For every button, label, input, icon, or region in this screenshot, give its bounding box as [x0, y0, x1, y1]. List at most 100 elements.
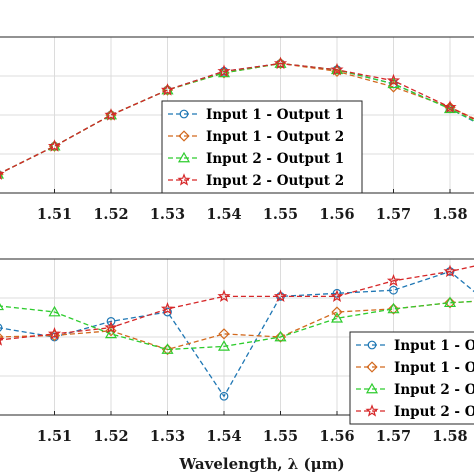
- data-point-star: [273, 56, 288, 70]
- data-point-triangle: [274, 57, 287, 68]
- legend-entry: Input 1 - Output 2: [168, 129, 344, 145]
- legend-marker-circle: [367, 340, 377, 350]
- legend-marker-circle: [179, 109, 189, 119]
- data-point-triangle: [161, 83, 174, 95]
- x-axis-ticks: 1.511.521.531.541.551.561.571.581.5: [37, 189, 468, 223]
- data-point-triangle: [274, 330, 287, 342]
- data-point-triangle: [330, 312, 344, 323]
- x-tick-label: 1.51: [37, 206, 72, 223]
- data-point-triangle: [161, 343, 174, 354]
- data-point-diamond: [387, 303, 400, 315]
- data-point-circle: [332, 288, 342, 298]
- x-axis-title: Wavelength, λ (μm): [178, 455, 344, 473]
- legend-entry: Input 2 - Output 2: [168, 173, 344, 189]
- x-tick-label: 1.58: [432, 428, 467, 445]
- data-point-star: [104, 320, 118, 334]
- legend-box: [161, 100, 363, 194]
- series-line: [0, 62, 474, 175]
- legend-marker-triangle: [365, 382, 379, 394]
- x-tick-label: 1.54: [206, 428, 241, 445]
- data-point-star: [0, 171, 5, 180]
- legend-entry: Input 2 - Output 1: [356, 382, 474, 398]
- data-point-triangle: [48, 305, 61, 317]
- x-tick-label: 1.54: [206, 206, 241, 223]
- legend: Input 1 - Output 1 Input 1 - Output 2 Inpu…: [161, 100, 363, 194]
- legend-label: Input 2 - Output 1: [394, 382, 474, 398]
- series-star: [0, 56, 474, 180]
- x-tick-label: 1.53: [150, 428, 185, 445]
- data-point-diamond: [0, 333, 4, 341]
- data-point-star: [0, 337, 5, 346]
- legend-marker-diamond: [366, 361, 378, 373]
- data-point-diamond: [331, 306, 343, 318]
- legend-entry: Input 2 - Output 1: [168, 151, 344, 167]
- data-point-triangle: [104, 327, 118, 339]
- series-line: [0, 62, 474, 175]
- data-point-circle: [0, 323, 3, 332]
- data-point-triangle: [48, 139, 61, 151]
- legend-entry: Input 2 - Output 2: [356, 404, 474, 420]
- legend-label: Input 1 - Output 1: [206, 107, 344, 123]
- data-point-star: [160, 302, 175, 315]
- data-point-circle: [219, 391, 229, 401]
- data-point-star: [47, 139, 62, 152]
- legend-entry: Input 1 - Output 1: [356, 338, 474, 354]
- x-tick-label: 1.56: [319, 206, 354, 223]
- data-point-star: [104, 108, 118, 121]
- data-point-diamond: [105, 325, 117, 337]
- data-point-star: [443, 100, 457, 113]
- series-line: [0, 265, 474, 341]
- x-tick-label: 1.57: [376, 428, 411, 445]
- upper-panel: 1.511.521.531.541.551.561.571.581.5Input…: [0, 36, 474, 223]
- x-tick-label: 1.52: [93, 428, 128, 445]
- legend-label: Input 1 - Output 2: [206, 129, 344, 145]
- data-point-triangle: [443, 296, 457, 308]
- series-line: [0, 300, 474, 351]
- legend-marker-star: [177, 173, 191, 186]
- legend-label: Input 1 - Output 1: [394, 338, 474, 354]
- data-point-triangle: [0, 303, 5, 311]
- data-point-circle: [163, 307, 172, 317]
- legend-marker-triangle: [177, 151, 191, 163]
- legend-marker-diamond: [178, 130, 190, 142]
- data-point-triangle: [217, 340, 231, 351]
- data-point-star: [330, 62, 344, 76]
- legend-label: Input 2 - Output 2: [394, 404, 474, 420]
- data-point-triangle: [387, 302, 400, 314]
- x-tick-label: 1.57: [376, 206, 411, 223]
- axes-frame: [0, 258, 474, 416]
- data-point-star: [330, 289, 344, 303]
- x-tick-label: 1.52: [93, 206, 128, 223]
- legend-label: Input 1 - Output 2: [394, 360, 474, 376]
- data-point-star: [273, 289, 288, 303]
- series-line: [0, 270, 474, 398]
- legend-marker-star: [365, 404, 379, 417]
- data-point-star: [443, 264, 457, 278]
- data-point-star: [386, 273, 401, 287]
- legend-label: Input 2 - Output 1: [206, 151, 344, 167]
- data-point-diamond: [274, 331, 287, 343]
- data-point-diamond: [161, 343, 174, 356]
- data-point-star: [386, 73, 401, 87]
- legend-label: Input 2 - Output 2: [206, 173, 344, 189]
- data-point-diamond: [444, 297, 456, 309]
- series-triangle: [0, 296, 474, 354]
- x-tick-label: 1.58: [432, 206, 467, 223]
- series-line: [0, 62, 474, 175]
- data-point-diamond: [218, 328, 230, 340]
- x-tick-label: 1.55: [263, 428, 298, 445]
- data-point-star: [217, 64, 231, 77]
- data-point-star: [160, 83, 175, 96]
- x-tick-label: 1.56: [319, 428, 354, 445]
- legend-entry: Input 1 - Output 2: [356, 360, 474, 376]
- lower-panel: 1.511.521.531.541.551.561.571.581.5Input…: [0, 258, 474, 445]
- x-tick-label: 1.53: [150, 206, 185, 223]
- x-tick-label: 1.51: [37, 428, 72, 445]
- legend: Input 1 - Output 1 Input 1 - Output 2 Inpu…: [349, 331, 474, 425]
- data-point-star: [47, 326, 62, 340]
- x-axis-ticks: 1.511.521.531.541.551.561.571.581.5: [37, 411, 468, 445]
- data-point-star: [217, 289, 231, 303]
- legend-entry: Input 1 - Output 1: [168, 107, 344, 123]
- data-point-circle: [389, 285, 398, 295]
